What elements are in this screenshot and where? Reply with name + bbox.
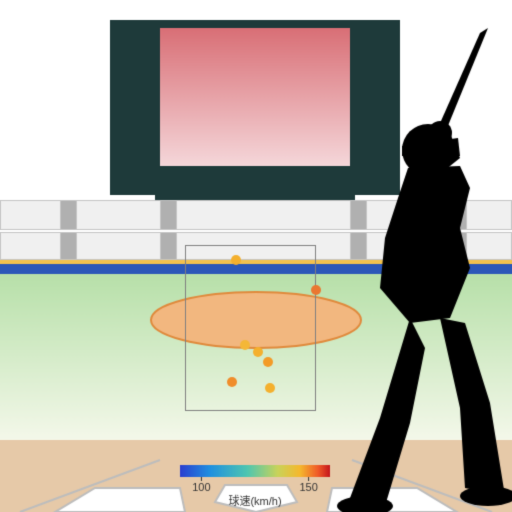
pitch-location-chart [0,0,512,512]
